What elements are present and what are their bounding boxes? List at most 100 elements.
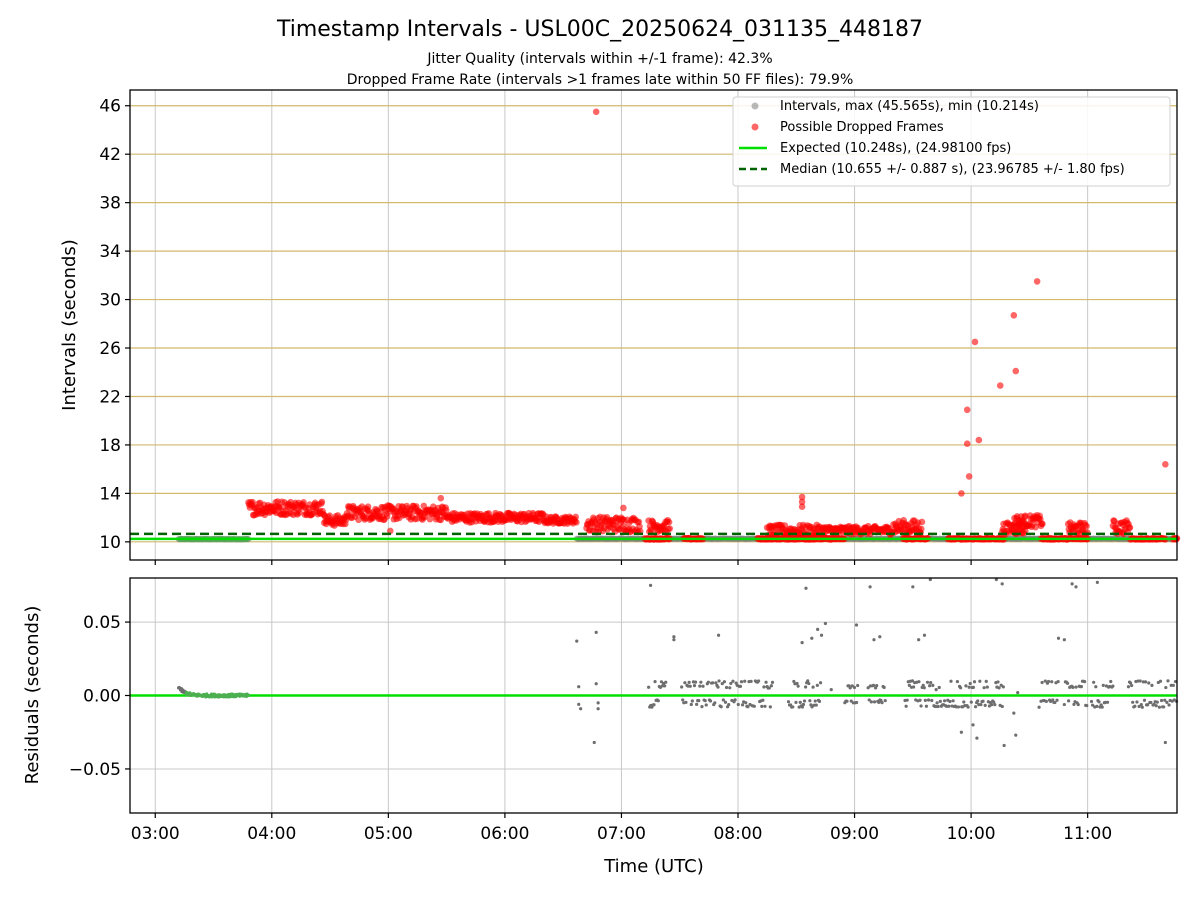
legend-entry-1: Possible Dropped Frames — [780, 120, 944, 135]
residual-point-364 — [577, 685, 581, 689]
residual-point-57 — [722, 680, 727, 684]
residual-point-172 — [911, 685, 916, 689]
residual-point-143 — [852, 685, 857, 690]
time-xtick-label-3: 06:00 — [480, 824, 529, 844]
legend-swatch-dropped — [751, 123, 759, 131]
residual-point-117 — [801, 702, 806, 707]
residual-point-320 — [1130, 683, 1134, 688]
residual-point-363 — [575, 639, 579, 643]
residual-point-351 — [1163, 698, 1167, 702]
residual-point-395 — [1002, 743, 1006, 748]
residual-point-52 — [717, 679, 721, 683]
residual-point-252 — [997, 686, 1001, 690]
residual-point-303 — [1097, 700, 1101, 704]
residual-point-183 — [923, 698, 927, 702]
residual-point-5 — [652, 703, 656, 707]
residual-point-114 — [798, 700, 802, 704]
dropped-point-903 — [1039, 520, 1046, 528]
dropped-point-205 — [383, 513, 391, 520]
residuals-axes: −0.05 0.00 0.05 03:00 04:00 05:00 06:00 07:00 08… — [69, 577, 1178, 844]
residual-point-387 — [922, 633, 927, 637]
residual-point-61 — [727, 702, 731, 707]
residual-point-348 — [1159, 698, 1164, 703]
residual-point-282 — [1071, 685, 1075, 689]
residual-point-264 — [1046, 679, 1051, 684]
residual-point-185 — [925, 680, 930, 684]
residual-point-335 — [1146, 703, 1150, 707]
residual-point-248 — [993, 703, 997, 707]
dropped-point-1359 — [1012, 367, 1020, 375]
intervals-ytick-label-6: 34 — [99, 242, 121, 262]
dropped-point-596 — [666, 525, 674, 532]
residual-point-237 — [981, 699, 985, 703]
legend-entry-2: Expected (10.248s), (24.98100 fps) — [780, 141, 1011, 156]
dropped-point-878 — [1022, 512, 1029, 520]
residual-point-122 — [807, 681, 811, 686]
dropped-point-1357 — [996, 382, 1004, 389]
residual-point-361 — [1173, 679, 1178, 684]
residual-point-178 — [918, 698, 922, 702]
residual-point-168 — [907, 683, 911, 687]
residual-point-287 — [1076, 702, 1080, 707]
residual-point-201 — [942, 699, 947, 703]
residual-point-311 — [1105, 700, 1110, 704]
residual-point-59 — [724, 685, 729, 690]
dropped-point-1361 — [1162, 461, 1169, 468]
dropped-point-81 — [300, 499, 307, 506]
dropped-point-1362 — [798, 493, 806, 501]
dropped-point-1356 — [975, 436, 983, 444]
residual-point-381 — [823, 621, 828, 626]
residual-point-30 — [693, 680, 698, 684]
residual-point-9 — [656, 699, 660, 703]
residual-point-367 — [594, 630, 598, 634]
residual-point-332 — [1142, 698, 1147, 702]
residual-point-240 — [984, 679, 988, 683]
residual-point-181 — [921, 683, 925, 687]
residual-point-145 — [854, 700, 859, 705]
residual-point-76 — [743, 679, 747, 683]
residual-point-296 — [1089, 699, 1094, 704]
residual-point-25 — [688, 684, 692, 688]
residual-point-33 — [697, 699, 701, 703]
residual-point-27 — [690, 699, 694, 703]
dropped-point-1360 — [1033, 278, 1041, 285]
residual-point-31 — [695, 702, 699, 706]
residual-point-378 — [810, 636, 814, 640]
dropped-point-6 — [249, 498, 256, 506]
residual-point-219 — [962, 700, 966, 704]
residual-point-314 — [1109, 679, 1113, 684]
residual-point-247 — [992, 700, 996, 704]
residual-point-224 — [967, 685, 971, 689]
residual-point-390 — [959, 730, 963, 734]
residual-point-399 — [1037, 705, 1041, 709]
residuals-ylabel: Residuals (seconds) — [22, 606, 43, 785]
residual-point-160 — [880, 701, 884, 705]
dropped-point-1351 — [958, 490, 965, 497]
residual-point-406 — [829, 688, 833, 692]
residual-point-377 — [800, 641, 804, 645]
residual-point-17 — [680, 685, 684, 689]
residual-point-209 — [951, 699, 955, 703]
intervals-ytick-label-5: 30 — [99, 291, 121, 311]
residual-point-392 — [975, 736, 979, 740]
residual-point-123 — [808, 699, 812, 703]
residual-point-262 — [1044, 699, 1048, 704]
residual-point-391 — [971, 723, 975, 727]
residual-point-48 — [713, 701, 717, 705]
residual-point-383 — [868, 585, 872, 589]
residual-point-73 — [739, 680, 744, 684]
residual-point-110 — [794, 700, 798, 704]
legend: Intervals, max (45.565s), min (10.214s) P… — [732, 96, 1171, 187]
dropped-point-1352 — [963, 440, 971, 448]
time-xlabel: Time (UTC) — [603, 856, 704, 877]
intervals-axes: 10 14 18 22 26 30 34 38 42 46 — [99, 89, 1178, 565]
residual-point-319 — [1128, 681, 1133, 685]
residual-point-400 — [1056, 636, 1061, 640]
residual-point-393 — [994, 577, 998, 582]
residual-point-44 — [708, 699, 713, 703]
residual-point-94 — [762, 685, 766, 689]
residual-point-226 — [969, 700, 973, 704]
intervals-frame — [129, 89, 1178, 561]
residual-point-148 — [867, 698, 871, 702]
residuals-ytick-label-1: 0.00 — [83, 687, 121, 707]
